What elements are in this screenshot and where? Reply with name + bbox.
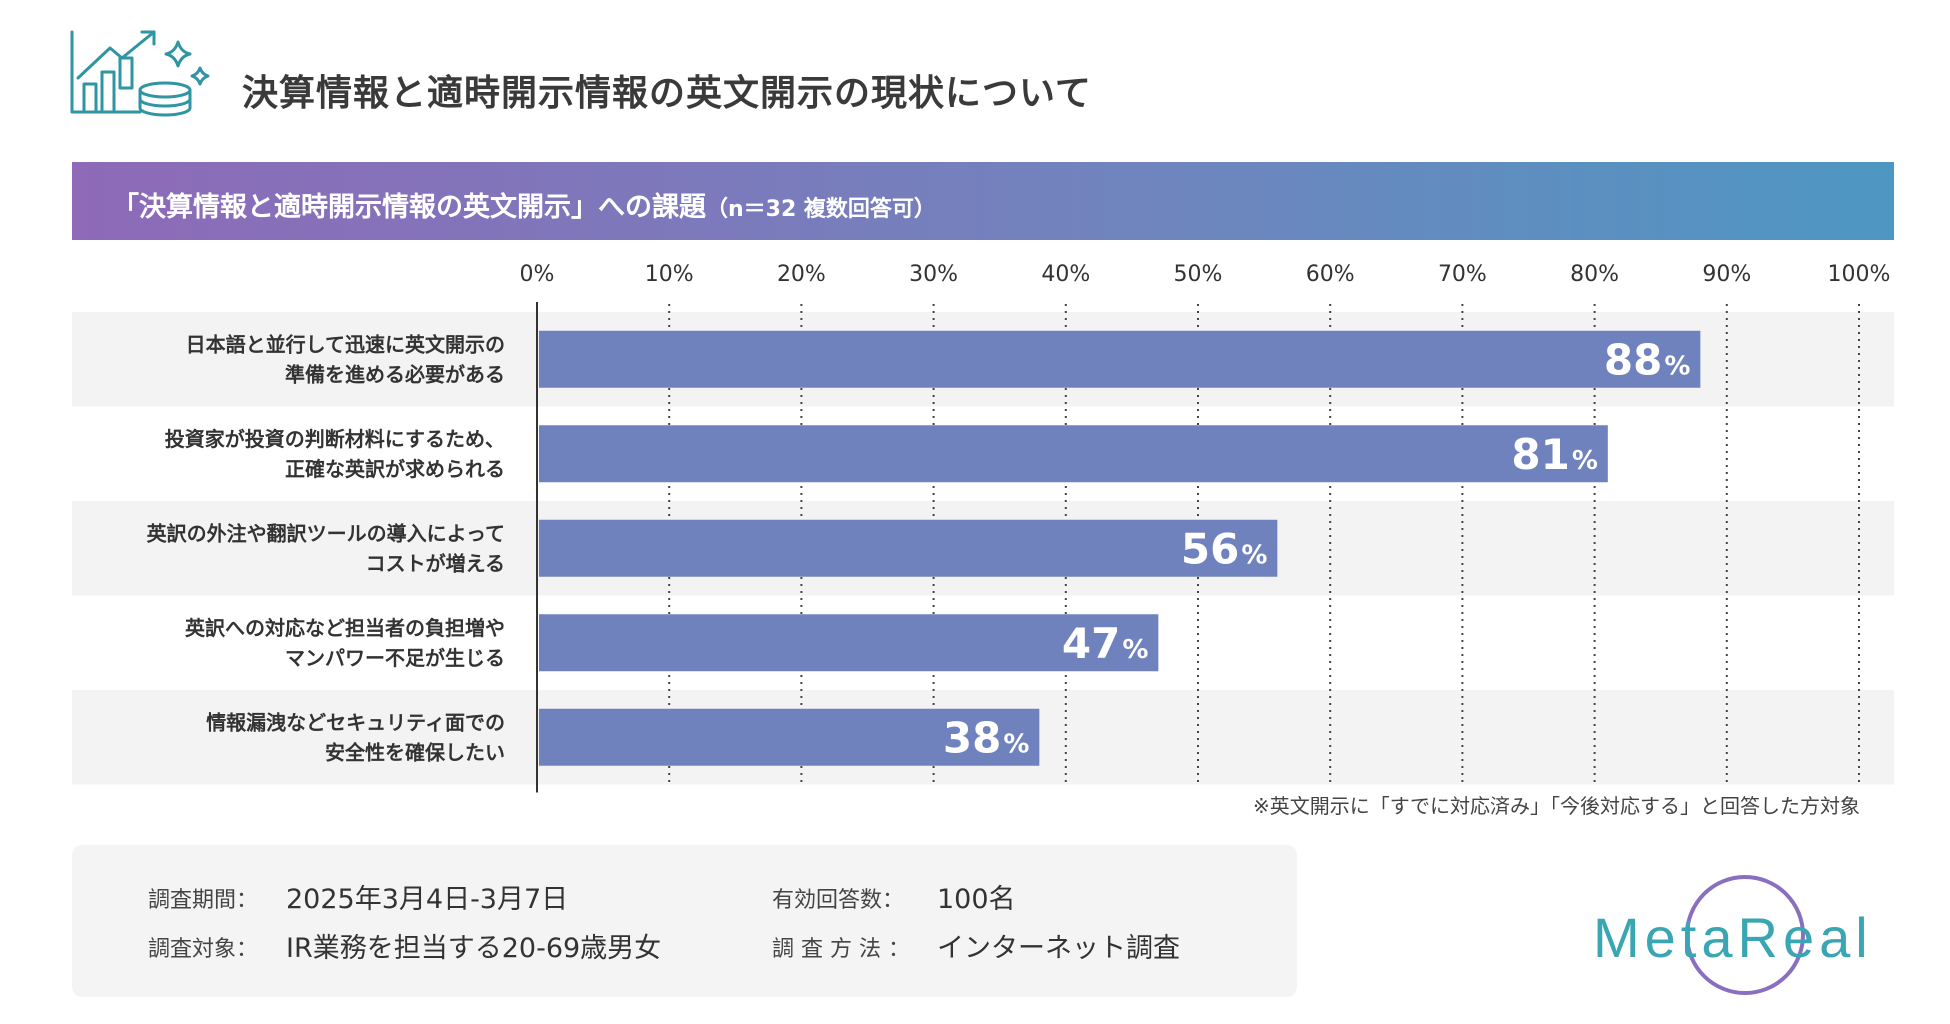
survey-responses-value: 100名 — [937, 884, 1016, 915]
x-tick-label: 50% — [1174, 262, 1223, 287]
survey-target-value: IR業務を担当する20-69歳男女 — [286, 933, 662, 964]
survey-period-label: 調査期間： — [148, 888, 259, 913]
category-label: 投資家が投資の判断材料にするため、正確な英訳が求められる — [165, 427, 505, 481]
data-label-unit: % — [1241, 540, 1267, 570]
page-title: 決算情報と適時開示情報の英文開示の現状について — [242, 73, 1092, 114]
survey-period-value: 2025年3月4日-3月7日 — [286, 884, 569, 915]
bar-chart: 0% 10% 20% 30% 40% 50% 60% 70% 80% 90% 100% 日本語と並行し… — [72, 262, 1894, 793]
banner-subtitle: （n＝32 複数回答可） — [706, 197, 936, 222]
data-label-unit: % — [1003, 729, 1029, 759]
x-tick-label: 90% — [1702, 262, 1751, 287]
chart-banner-title: 「決算情報と適時開示情報の英文開示」への課題（n＝32 複数回答可） — [112, 185, 936, 224]
category-label: 情報漏洩などセキュリティ面での安全性を確保したい — [206, 710, 505, 764]
data-label: 56 — [1181, 524, 1239, 573]
x-tick-label: 70% — [1438, 262, 1487, 287]
category-label: 日本語と並行して迅速に英文開示の準備を進める必要がある — [186, 332, 505, 386]
survey-info-box: 調査期間： 2025年3月4日-3月7日 調査対象： IR業務を担当する20-6… — [72, 845, 1297, 997]
chart-coins-icon — [70, 30, 210, 117]
x-tick-label: 100% — [1828, 262, 1891, 287]
data-label-unit: % — [1122, 635, 1148, 665]
x-tick-label: 80% — [1570, 262, 1619, 287]
category-label: 英訳への対応など担当者の負担増やマンパワー不足が生じる — [185, 616, 505, 670]
survey-method-label: 調 査 方 法 ： — [772, 937, 910, 962]
chart-banner — [72, 162, 1894, 240]
chart-footnote: ※英文開示に「すでに対応済み」「今後対応する」と回答した方対象 — [1253, 794, 1860, 818]
x-tick-label: 0% — [520, 262, 555, 287]
bar — [539, 425, 1608, 483]
x-tick-label: 10% — [645, 262, 694, 287]
category-label: 英訳の外注や翻訳ツールの導入によってコストが増える — [147, 521, 505, 575]
bar — [539, 330, 1701, 388]
x-tick-label: 40% — [1041, 262, 1090, 287]
x-tick-label: 30% — [909, 262, 958, 287]
data-label: 47 — [1062, 619, 1120, 668]
data-label: 81 — [1511, 430, 1569, 479]
data-label: 38 — [943, 713, 1001, 762]
data-label-unit: % — [1664, 351, 1690, 381]
logo-text: MetaReal — [1593, 906, 1873, 969]
data-label-unit: % — [1572, 446, 1598, 476]
bar — [539, 519, 1278, 577]
survey-responses-label: 有効回答数： — [772, 888, 905, 913]
bar — [539, 708, 1040, 766]
x-tick-label: 20% — [777, 262, 826, 287]
data-label: 88 — [1604, 335, 1662, 384]
banner-title: 「決算情報と適時開示情報の英文開示」への課題 — [112, 192, 706, 223]
bar — [539, 614, 1159, 672]
survey-method-value: インターネット調査 — [937, 933, 1180, 964]
metareal-logo: MetaReal — [1593, 875, 1873, 995]
x-tick-label: 60% — [1306, 262, 1355, 287]
logo-ring — [1685, 875, 1805, 995]
survey-target-label: 調査対象： — [148, 937, 259, 962]
